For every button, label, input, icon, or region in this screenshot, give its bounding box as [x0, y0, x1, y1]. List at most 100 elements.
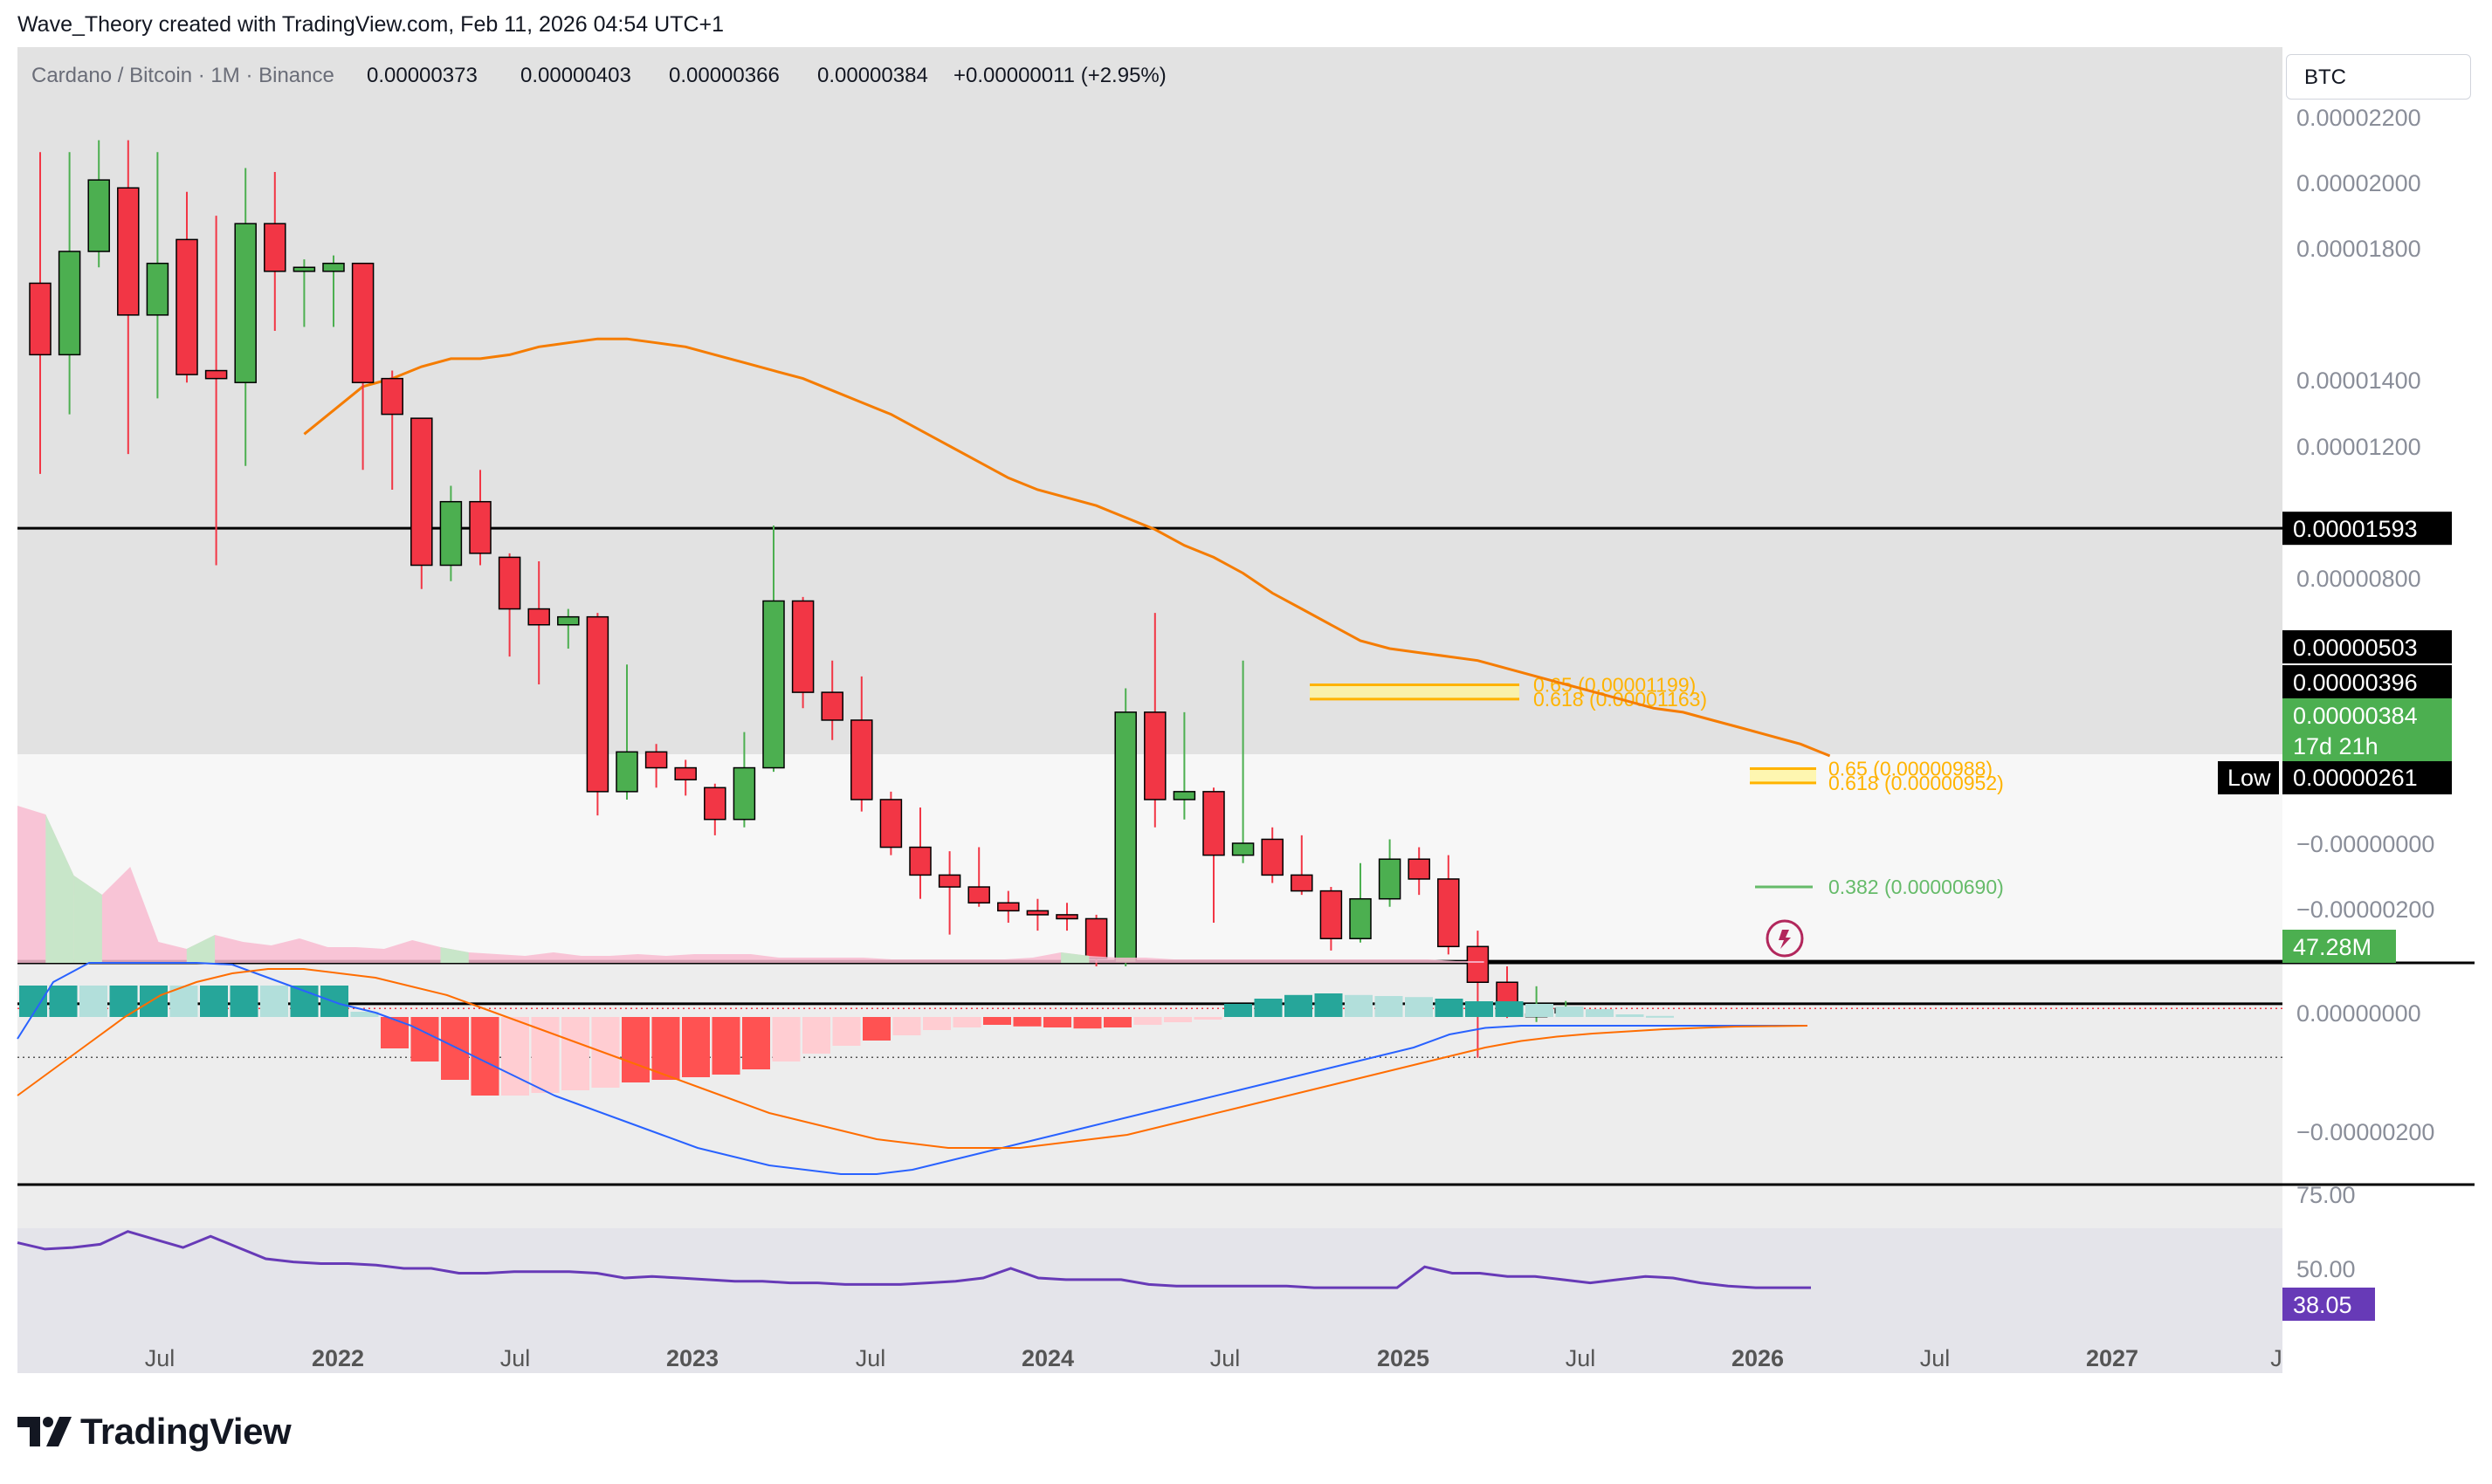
macd-histogram-bar: [1615, 1014, 1644, 1017]
macd-histogram-bar: [1525, 1004, 1553, 1017]
macd-histogram-bar: [1013, 1017, 1042, 1027]
y-axis-tick-label: −0.00000200: [2296, 897, 2434, 923]
macd-histogram-bar: [260, 986, 288, 1017]
price-pane-background: [17, 47, 2282, 754]
macd-histogram-bar: [441, 1017, 469, 1080]
candle[interactable]: [410, 417, 433, 589]
y-axis-tick-label: 0.00000800: [2296, 566, 2421, 592]
macd-histogram-bar: [1194, 1017, 1222, 1020]
candle[interactable]: [1319, 887, 1343, 951]
tradingview-logo[interactable]: TradingView: [17, 1411, 292, 1453]
svg-text:17d 21h: 17d 21h: [2293, 733, 2378, 759]
candle[interactable]: [850, 676, 873, 812]
macd-histogram-bar: [1043, 1017, 1071, 1027]
x-axis-tick-label: 2023: [666, 1345, 719, 1371]
candle[interactable]: [879, 791, 903, 855]
macd-histogram-bar: [79, 986, 107, 1017]
x-axis-tick-label: Jul: [856, 1345, 886, 1371]
candle[interactable]: [498, 553, 521, 657]
candle[interactable]: [821, 660, 843, 740]
currency-selector[interactable]: BTC: [2286, 54, 2471, 100]
legend-row: Cardano / Bitcoin · 1M · Binance 0.00000…: [31, 64, 1167, 87]
macd-histogram-bar: [501, 1017, 529, 1096]
fib-label: 0.382 (0.00000690): [1828, 876, 2004, 898]
brand-name: TradingView: [80, 1411, 292, 1452]
volume-badge: 47.28M: [2282, 930, 2396, 963]
candle[interactable]: [967, 847, 990, 907]
svg-text:0.00001593: 0.00001593: [2293, 516, 2418, 542]
svg-text:38.05: 38.05: [2293, 1292, 2352, 1318]
candle[interactable]: [146, 152, 169, 399]
candle[interactable]: [469, 470, 492, 566]
candle[interactable]: [1408, 847, 1430, 896]
candle[interactable]: [997, 890, 1020, 923]
candle[interactable]: [351, 262, 375, 471]
candle[interactable]: [527, 560, 550, 684]
x-axis-tick-label: J: [2270, 1345, 2282, 1371]
candle[interactable]: [234, 168, 257, 466]
macd-histogram-bar: [1555, 1007, 1584, 1017]
candle[interactable]: [322, 255, 345, 327]
fib-zone-lower: [1750, 768, 1816, 783]
candle[interactable]: [791, 596, 815, 709]
candle[interactable]: [1261, 827, 1284, 883]
candle[interactable]: [704, 783, 726, 835]
candle[interactable]: [616, 664, 638, 800]
macd-histogram-bar: [1435, 999, 1463, 1017]
candle[interactable]: [1202, 787, 1225, 923]
candle[interactable]: [117, 140, 140, 455]
candle[interactable]: [1173, 711, 1196, 820]
currency-label: BTC: [2304, 65, 2346, 89]
price-badge-last: 0.00000384 17d 21h: [2282, 698, 2452, 763]
rsi-badge: 38.05: [2282, 1288, 2375, 1321]
candle[interactable]: [1349, 862, 1372, 943]
candle[interactable]: [644, 744, 668, 788]
fib-label: 0.618 (0.00000952): [1828, 772, 2004, 794]
chart-credit: Wave_Theory created with TradingView.com…: [17, 12, 724, 37]
candle[interactable]: [264, 172, 286, 332]
candle[interactable]: [909, 807, 932, 899]
moving-average-line[interactable]: [303, 337, 1831, 758]
y-axis-tick-label: 0.00001800: [2296, 236, 2421, 262]
candle[interactable]: [557, 608, 580, 649]
macd-histogram-bar: [531, 1017, 560, 1093]
candle[interactable]: [586, 613, 609, 816]
legend-close: 0.00000384: [817, 64, 928, 87]
candle[interactable]: [87, 140, 110, 268]
candle[interactable]: [762, 526, 785, 773]
y-axis-tick-label: 0.00001400: [2296, 368, 2421, 394]
candle[interactable]: [938, 851, 961, 935]
candle[interactable]: [29, 152, 52, 474]
candle[interactable]: [439, 485, 463, 581]
candle[interactable]: [1114, 688, 1137, 967]
candle[interactable]: [176, 191, 198, 383]
candle[interactable]: [674, 759, 697, 796]
chart-canvas[interactable]: 0.65 (0.00001199)0.618 (0.00001163)0.65 …: [0, 47, 2492, 1379]
volume-area-segment: [45, 814, 74, 963]
y-axis-tick-label: −0.00000200: [2296, 1119, 2434, 1145]
indicator-icon[interactable]: [1766, 919, 1804, 958]
candle[interactable]: [293, 259, 316, 327]
volume-area-segment: [73, 876, 102, 963]
candle[interactable]: [1231, 660, 1255, 863]
x-axis-tick-label: Jul: [145, 1345, 176, 1371]
candle[interactable]: [1437, 855, 1460, 955]
x-axis-tick-label: 2027: [2086, 1345, 2138, 1371]
candle[interactable]: [1144, 613, 1167, 828]
macd-histogram-bar: [651, 1017, 680, 1080]
svg-text:0.00000396: 0.00000396: [2293, 670, 2418, 696]
candle[interactable]: [381, 370, 403, 491]
candle[interactable]: [1056, 903, 1078, 931]
candle[interactable]: [204, 216, 228, 566]
x-axis-tick-label: 2024: [1022, 1345, 1074, 1371]
candle[interactable]: [1291, 835, 1313, 896]
price-badge-support: 0.00000503: [2282, 630, 2452, 663]
candle[interactable]: [733, 732, 756, 828]
candle[interactable]: [1026, 898, 1050, 931]
candle[interactable]: [58, 152, 81, 415]
candle[interactable]: [1378, 839, 1401, 907]
macd-histogram-bar: [953, 1017, 981, 1027]
y-axis-tick-label: 75.00: [2296, 1182, 2356, 1208]
price-badge-support: 0.00000396: [2282, 665, 2452, 698]
candle[interactable]: [1466, 931, 1490, 1058]
